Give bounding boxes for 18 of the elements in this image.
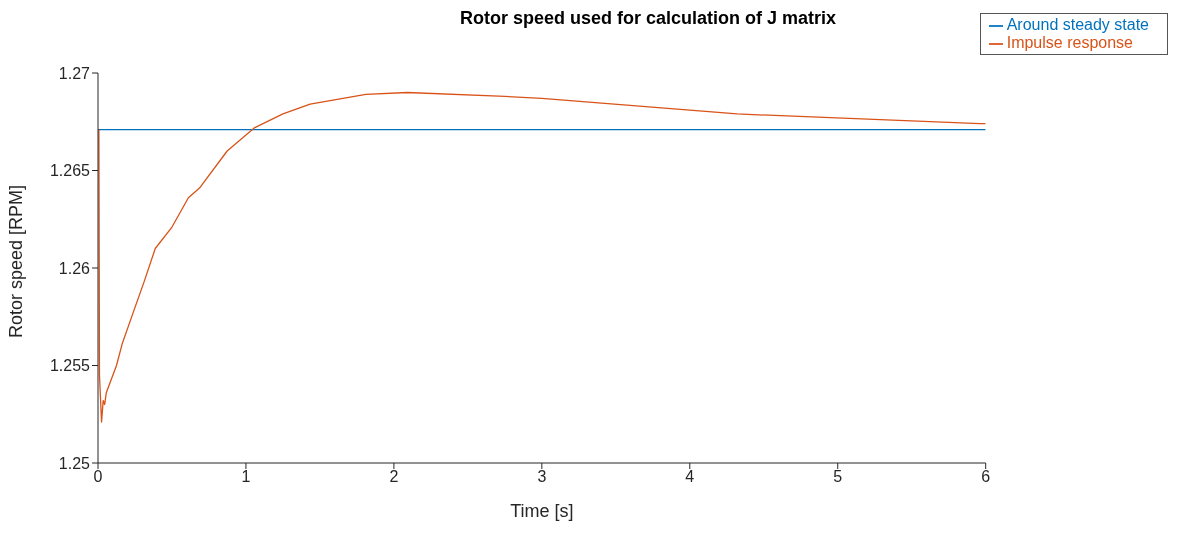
x-tick-label: 4 <box>685 468 695 486</box>
x-tick-label: 2 <box>389 468 399 486</box>
legend-label: Impulse response <box>1006 34 1133 51</box>
x-tick-label: 5 <box>833 468 843 486</box>
y-tick-label: 1.255 <box>49 357 91 375</box>
y-tick-label: 1.27 <box>58 64 91 82</box>
x-tick-label: 6 <box>981 468 991 486</box>
x-tick-label: 3 <box>537 468 547 486</box>
legend-label: Around steady state <box>1006 16 1149 33</box>
line-series <box>98 91 986 423</box>
y-tick-label: 1.265 <box>49 162 91 180</box>
x-tick-label: 1 <box>241 468 251 486</box>
y-axis-title: Rotor speed [RPM] <box>6 184 27 338</box>
chart-title: Rotor speed used for calculation of J matrix <box>459 8 837 28</box>
x-tick-label: 0 <box>93 468 103 486</box>
x-axis-title: Time [s] <box>510 501 574 521</box>
y-tick-label: 1.25 <box>58 454 91 472</box>
y-tick-label: 1.26 <box>58 259 91 277</box>
